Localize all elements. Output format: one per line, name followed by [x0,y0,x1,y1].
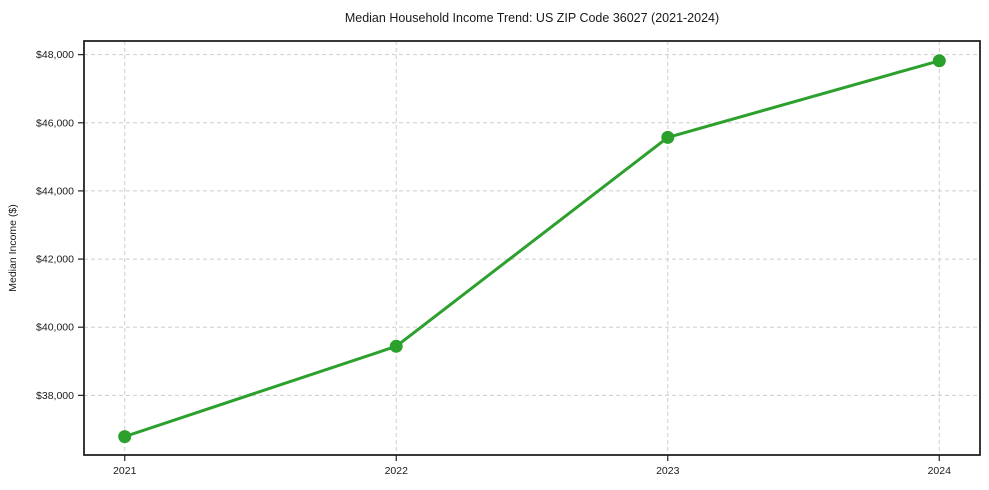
x-tick-label: 2024 [928,465,952,477]
y-tick-labels: $38,000 $40,000 $42,000 $44,000 $46,000 … [36,49,74,402]
y-tick-label: $48,000 [36,49,74,61]
y-tick-label: $44,000 [36,185,74,197]
y-tick-label: $38,000 [36,390,74,402]
tick-layer [78,54,940,461]
marker-layer [118,54,946,444]
data-point-marker [661,130,675,144]
x-tick-labels: 2021 2022 2023 2024 [113,465,951,477]
y-tick-label: $42,000 [36,254,74,266]
data-point-marker [932,54,946,68]
y-tick-label: $40,000 [36,322,74,334]
grid-layer [84,41,980,455]
income-trend-line [123,59,941,439]
x-tick-label: 2021 [113,465,137,477]
y-axis-label: Median Income ($) [7,204,19,292]
chart-title: Median Household Income Trend: US ZIP Co… [345,11,719,25]
x-tick-label: 2022 [385,465,409,477]
plot-background [84,41,980,455]
data-point-marker [118,430,132,444]
y-tick-label: $46,000 [36,117,74,129]
x-tick-label: 2023 [656,465,680,477]
data-point-marker [389,339,403,353]
plot-spines [83,40,981,456]
